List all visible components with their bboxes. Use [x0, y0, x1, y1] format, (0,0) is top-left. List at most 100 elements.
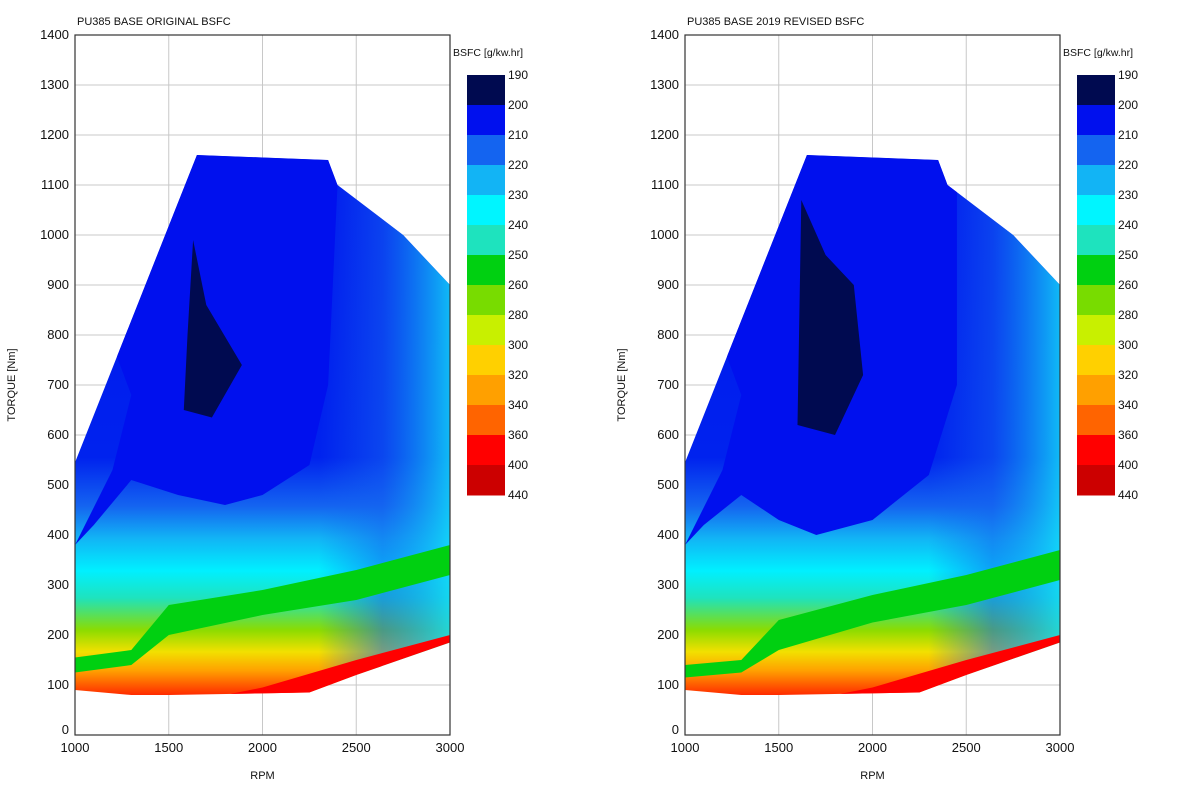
- chart0-colorbar-label-250: 250: [508, 248, 528, 262]
- chart1-region-250-260: [685, 550, 1060, 678]
- chart0-colorbar-label-240: 240: [508, 218, 528, 232]
- chart0-colorbar-swatch-8: [467, 315, 505, 346]
- chart1-xtick-1000: 1000: [671, 740, 700, 755]
- chart1-colorbar-swatch-11: [1077, 405, 1115, 436]
- chart0-ytick-400: 400: [47, 527, 69, 542]
- chart1-ytick-600: 600: [657, 427, 679, 442]
- chart0-colorbar-swatch-13: [467, 465, 505, 496]
- chart1-colorbar-swatch-6: [1077, 255, 1115, 286]
- chart0-ylabel: TORQUE [Nm]: [6, 348, 18, 421]
- chart0-colorbar-label-260: 260: [508, 278, 528, 292]
- chart1-colorbar-label-250: 250: [1118, 248, 1138, 262]
- chart1-colorbar-swatch-1: [1077, 105, 1115, 136]
- chart1-colorbar-label-240: 240: [1118, 218, 1138, 232]
- chart0-colorbar-swatch-11: [467, 405, 505, 436]
- chart0-xtick-2000: 2000: [248, 740, 277, 755]
- chart1-colorbar-swatch-13: [1077, 465, 1115, 496]
- chart0-ytick-1100: 1100: [41, 177, 69, 192]
- chart0-xlabel: RPM: [250, 770, 274, 782]
- chart1-colorbar-title: BSFC [g/kw.hr]: [1063, 47, 1133, 59]
- chart1-colorbar-swatch-4: [1077, 195, 1115, 226]
- chart0-colorbar-swatch-6: [467, 255, 505, 286]
- chart0-colorbar-swatch-9: [467, 345, 505, 376]
- chart0-colorbar-label-220: 220: [508, 158, 528, 172]
- chart0-ytick-0: 0: [62, 722, 69, 737]
- chart1-colorbar-label-300: 300: [1118, 338, 1138, 352]
- chart0-ytick-1200: 1200: [40, 127, 69, 142]
- chart0-colorbar-swatch-0: [467, 75, 505, 106]
- chart0-colorbar-swatch-5: [467, 225, 505, 256]
- chart0-ytick-700: 700: [47, 377, 69, 392]
- chart1-colorbar-label-280: 280: [1118, 308, 1138, 322]
- chart1-ytick-900: 900: [657, 277, 679, 292]
- chart1-colorbar-swatch-10: [1077, 375, 1115, 406]
- chart0-colorbar-label-280: 280: [508, 308, 528, 322]
- chart1-ytick-700: 700: [657, 377, 679, 392]
- chart1-colorbar-swatch-0: [1077, 75, 1115, 106]
- chart-panel-original: 1000 1500 2000 2500 3000 0 100 200 300 400 500 600 7…: [6, 16, 528, 782]
- chart1-ytick-1200: 1200: [650, 127, 679, 142]
- chart0-ytick-1400: 1400: [40, 27, 69, 42]
- chart1-colorbar-label-400: 400: [1118, 458, 1138, 472]
- chart1-colorbar-label-440: 440: [1118, 488, 1138, 502]
- chart1-colorbar-swatch-12: [1077, 435, 1115, 466]
- chart0-frame: [74, 34, 451, 736]
- chart1-colorbar-label-200: 200: [1118, 98, 1138, 112]
- chart1-ytick-100: 100: [657, 677, 679, 692]
- chart1-xtick-2500: 2500: [952, 740, 981, 755]
- chart0-colorbar-label-320: 320: [508, 368, 528, 382]
- chart-panel-revised: 1000 1500 2000 2500 3000 0 100 200 300 400 500 600 7…: [616, 16, 1138, 782]
- chart0-colorbar-label-200: 200: [508, 98, 528, 112]
- chart0-colorbar-swatch-3: [467, 165, 505, 196]
- chart1-region-190-200: [797, 200, 864, 435]
- chart1-xtick-3000: 3000: [1046, 740, 1075, 755]
- chart0-ytick-100: 100: [47, 677, 69, 692]
- chart0-ytick-500: 500: [47, 477, 69, 492]
- chart1-xtick-2000: 2000: [858, 740, 887, 755]
- chart1-colorbar-swatch-8: [1077, 315, 1115, 346]
- chart1-colorbar-swatch-3: [1077, 165, 1115, 196]
- chart1-ytick-0: 0: [672, 722, 679, 737]
- chart1-ytick-500: 500: [657, 477, 679, 492]
- chart0-colorbar-swatch-4: [467, 195, 505, 226]
- chart0-colorbar-swatch-7: [467, 285, 505, 316]
- chart1-colorbar-swatch-2: [1077, 135, 1115, 166]
- chart0-colorbar-label-340: 340: [508, 398, 528, 412]
- chart1-ytick-200: 200: [657, 627, 679, 642]
- chart1-colorbar-label-260: 260: [1118, 278, 1138, 292]
- chart1-ytick-800: 800: [657, 327, 679, 342]
- chart1-ytick-1100: 1100: [651, 177, 679, 192]
- chart1-colorbar-label-220: 220: [1118, 158, 1138, 172]
- chart0-colorbar-label-210: 210: [508, 128, 528, 142]
- chart1-colorbar-label-210: 210: [1118, 128, 1138, 142]
- chart0-xtick-1500: 1500: [154, 740, 183, 755]
- chart0-colorbar-label-230: 230: [508, 188, 528, 202]
- chart0-title: PU385 BASE ORIGINAL BSFC: [77, 16, 231, 28]
- chart0-colorbar-label-400: 400: [508, 458, 528, 472]
- chart0-colorbar-swatch-12: [467, 435, 505, 466]
- chart0-region-190-200: [183, 240, 242, 418]
- chart0-colorbar-swatch-10: [467, 375, 505, 406]
- chart1-ytick-1300: 1300: [650, 77, 679, 92]
- chart1-xlabel: RPM: [860, 770, 884, 782]
- chart0-ytick-300: 300: [47, 577, 69, 592]
- chart0-region-250-260: [75, 545, 450, 673]
- chart0-ytick-800: 800: [47, 327, 69, 342]
- chart1-frame: [684, 34, 1061, 736]
- chart1-colorbar-swatch-9: [1077, 345, 1115, 376]
- chart1-colorbar-label-190: 190: [1118, 68, 1138, 82]
- chart1-ytick-1000: 1000: [650, 227, 679, 242]
- chart0-xtick-2500: 2500: [342, 740, 371, 755]
- chart0-ytick-200: 200: [47, 627, 69, 642]
- chart0-ytick-600: 600: [47, 427, 69, 442]
- chart1-xtick-1500: 1500: [764, 740, 793, 755]
- chart0-colorbar-swatch-2: [467, 135, 505, 166]
- chart0-xtick-1000: 1000: [61, 740, 90, 755]
- chart1-ytick-300: 300: [657, 577, 679, 592]
- chart0-colorbar-swatch-1: [467, 105, 505, 136]
- chart1-colorbar-label-320: 320: [1118, 368, 1138, 382]
- chart0-colorbar-title: BSFC [g/kw.hr]: [453, 47, 523, 59]
- chart1-colorbar-label-340: 340: [1118, 398, 1138, 412]
